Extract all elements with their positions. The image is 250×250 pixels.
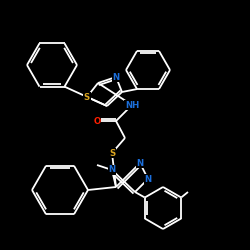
Text: S: S	[109, 148, 115, 158]
Text: NH: NH	[125, 100, 139, 110]
Text: N: N	[136, 158, 143, 168]
Text: N: N	[144, 174, 152, 184]
Text: S: S	[84, 92, 90, 102]
Text: O: O	[94, 116, 100, 126]
Text: N: N	[112, 72, 119, 82]
Text: N: N	[108, 166, 116, 174]
